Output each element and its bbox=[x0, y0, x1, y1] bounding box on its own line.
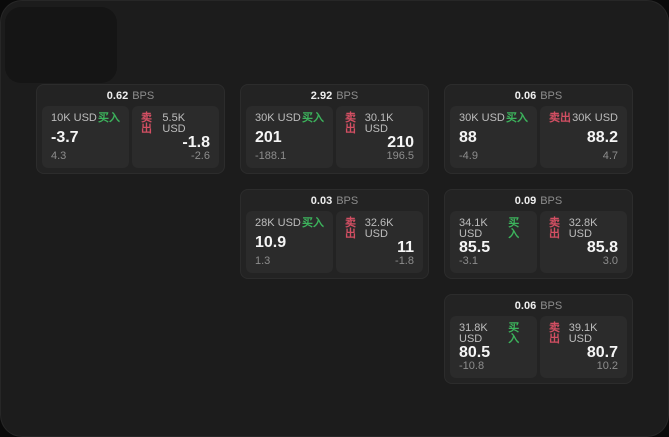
buy-price: -3.7 bbox=[51, 128, 79, 146]
sell-sub-value: -1.8 bbox=[395, 255, 414, 267]
buy-amount: 31.8K USD bbox=[459, 322, 488, 345]
buy-side-label: 买入 bbox=[508, 217, 520, 240]
quote-card: 0.62 BPS 10K USD 买入 -3.7 4.3 卖出 5.5K USD… bbox=[36, 84, 225, 174]
sell-sub-value: -2.6 bbox=[191, 150, 210, 162]
sell-price: 80.7 bbox=[586, 344, 618, 361]
quote-panels: 10K USD 买入 -3.7 4.3 卖出 5.5K USD -1.8 -2.… bbox=[42, 106, 219, 168]
bps-value: 0.06 bbox=[514, 299, 537, 312]
sell-side-label: 卖出 bbox=[549, 217, 560, 240]
corner-overlay bbox=[5, 7, 117, 83]
sell-price: -1.8 bbox=[182, 134, 210, 151]
sell-panel[interactable]: 卖出 32.8K USD 85.8 3.0 bbox=[540, 211, 627, 273]
quote-card: 2.92 BPS 30K USD 买入 201 -188.1 卖出 30.1K … bbox=[240, 84, 429, 174]
bps-value: 2.92 bbox=[310, 89, 333, 102]
buy-panel[interactable]: 31.8K USD 买入 80.5 -10.8 bbox=[450, 316, 537, 378]
buy-price: 88 bbox=[459, 128, 477, 146]
sell-side-label: 卖出 bbox=[549, 322, 560, 345]
sell-sub-value: 196.5 bbox=[386, 150, 414, 162]
card-header: 0.09 BPS bbox=[445, 190, 632, 211]
quote-panels: 30K USD 买入 88 -4.9 卖出 30K USD 88.2 4.7 bbox=[450, 106, 627, 168]
quote-card: 0.09 BPS 34.1K USD 买入 85.5 -3.1 卖出 32.8K… bbox=[444, 189, 633, 279]
sell-side-label: 卖出 bbox=[345, 217, 356, 240]
sell-panel[interactable]: 卖出 30K USD 88.2 4.7 bbox=[540, 106, 627, 168]
sell-side-label: 卖出 bbox=[549, 112, 571, 124]
card-header: 0.06 BPS bbox=[445, 85, 632, 106]
buy-sub-value: 4.3 bbox=[51, 150, 67, 162]
buy-side-label: 买入 bbox=[302, 217, 324, 229]
quote-panels: 30K USD 买入 201 -188.1 卖出 30.1K USD 210 1… bbox=[246, 106, 423, 168]
sell-amount: 30.1K USD bbox=[364, 112, 394, 135]
card-header: 0.62 BPS bbox=[37, 85, 224, 106]
buy-sub-value: -188.1 bbox=[255, 150, 287, 162]
buy-panel[interactable]: 10K USD 买入 -3.7 4.3 bbox=[42, 106, 129, 168]
sell-sub-value: 10.2 bbox=[596, 360, 618, 372]
buy-price: 10.9 bbox=[255, 233, 287, 251]
sell-amount: 5.5K USD bbox=[162, 112, 186, 135]
buy-sub-value: -4.9 bbox=[459, 150, 478, 162]
buy-price: 85.5 bbox=[459, 239, 491, 256]
bps-unit-label: BPS bbox=[540, 299, 563, 312]
sell-price: 210 bbox=[387, 134, 414, 151]
sell-sub-value: 3.0 bbox=[602, 255, 618, 267]
buy-panel[interactable]: 30K USD 买入 201 -188.1 bbox=[246, 106, 333, 168]
card-header: 0.06 BPS bbox=[445, 295, 632, 316]
buy-price: 80.5 bbox=[459, 344, 491, 361]
bps-unit-label: BPS bbox=[336, 194, 359, 207]
buy-amount: 30K USD bbox=[255, 112, 301, 124]
quote-panels: 31.8K USD 买入 80.5 -10.8 卖出 39.1K USD 80.… bbox=[450, 316, 627, 378]
quote-card: 0.06 BPS 31.8K USD 买入 80.5 -10.8 卖出 39.1… bbox=[444, 294, 633, 384]
sell-price: 88.2 bbox=[586, 128, 618, 146]
bps-value: 0.03 bbox=[310, 194, 333, 207]
cards-grid: 0.62 BPS 10K USD 买入 -3.7 4.3 卖出 5.5K USD… bbox=[36, 84, 633, 384]
buy-amount: 28K USD bbox=[255, 217, 301, 229]
card-header: 2.92 BPS bbox=[241, 85, 428, 106]
buy-sub-value: 1.3 bbox=[255, 255, 271, 267]
sell-amount: 32.8K USD bbox=[568, 217, 598, 240]
quote-card: 0.06 BPS 30K USD 买入 88 -4.9 卖出 30K USD 8… bbox=[444, 84, 633, 174]
sell-price: 11 bbox=[397, 239, 414, 256]
card-header: 0.03 BPS bbox=[241, 190, 428, 211]
buy-amount: 10K USD bbox=[51, 112, 97, 124]
bps-unit-label: BPS bbox=[336, 89, 359, 102]
buy-price: 201 bbox=[255, 128, 282, 146]
sell-sub-value: 4.7 bbox=[602, 150, 618, 162]
buy-panel[interactable]: 28K USD 买入 10.9 1.3 bbox=[246, 211, 333, 273]
bps-value: 0.06 bbox=[514, 89, 537, 102]
sell-amount: 39.1K USD bbox=[568, 322, 598, 345]
sell-amount: 30K USD bbox=[572, 112, 618, 124]
bps-value: 0.09 bbox=[514, 194, 537, 207]
bps-unit-label: BPS bbox=[540, 89, 563, 102]
buy-amount: 34.1K USD bbox=[459, 217, 488, 240]
bps-value: 0.62 bbox=[106, 89, 129, 102]
buy-amount: 30K USD bbox=[459, 112, 505, 124]
quote-panels: 28K USD 买入 10.9 1.3 卖出 32.6K USD 11 -1.8 bbox=[246, 211, 423, 273]
buy-panel[interactable]: 34.1K USD 买入 85.5 -3.1 bbox=[450, 211, 537, 273]
sell-amount: 32.6K USD bbox=[364, 217, 394, 240]
buy-side-label: 买入 bbox=[506, 112, 528, 124]
buy-sub-value: -3.1 bbox=[459, 255, 478, 267]
bps-unit-label: BPS bbox=[540, 194, 563, 207]
sell-panel[interactable]: 卖出 39.1K USD 80.7 10.2 bbox=[540, 316, 627, 378]
sell-panel[interactable]: 卖出 5.5K USD -1.8 -2.6 bbox=[132, 106, 219, 168]
sell-price: 85.8 bbox=[586, 239, 618, 256]
quote-panels: 34.1K USD 买入 85.5 -3.1 卖出 32.8K USD 85.8… bbox=[450, 211, 627, 273]
buy-side-label: 买入 bbox=[98, 112, 120, 124]
buy-side-label: 买入 bbox=[508, 322, 520, 345]
quote-card: 0.03 BPS 28K USD 买入 10.9 1.3 卖出 32.6K US… bbox=[240, 189, 429, 279]
sell-side-label: 卖出 bbox=[141, 112, 152, 135]
sell-panel[interactable]: 卖出 30.1K USD 210 196.5 bbox=[336, 106, 423, 168]
buy-panel[interactable]: 30K USD 买入 88 -4.9 bbox=[450, 106, 537, 168]
bps-unit-label: BPS bbox=[132, 89, 155, 102]
sell-panel[interactable]: 卖出 32.6K USD 11 -1.8 bbox=[336, 211, 423, 273]
buy-side-label: 买入 bbox=[302, 112, 324, 124]
buy-sub-value: -10.8 bbox=[459, 360, 485, 372]
sell-side-label: 卖出 bbox=[345, 112, 356, 135]
